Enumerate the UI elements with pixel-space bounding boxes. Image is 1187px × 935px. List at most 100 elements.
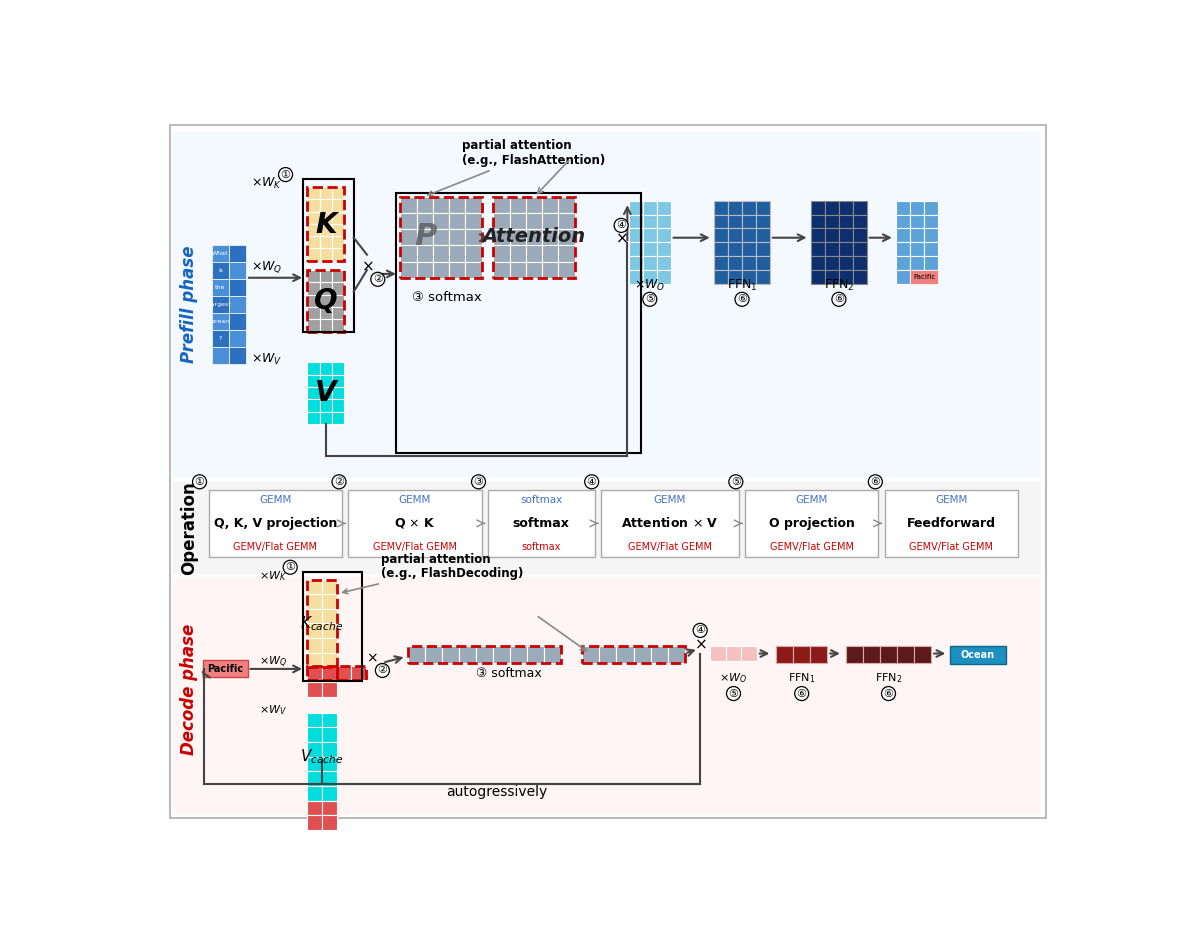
Bar [558,213,575,229]
Bar [307,668,322,682]
Text: ⑥: ⑥ [737,295,747,304]
Bar [728,242,742,256]
Text: Operation: Operation [179,482,198,575]
Bar [212,245,229,263]
Bar [332,199,344,211]
Bar [212,263,229,280]
Text: GEMV/Flat GEMM: GEMV/Flat GEMM [770,542,853,553]
Bar [417,262,433,278]
Bar [728,215,742,228]
Bar [322,800,337,815]
Bar [319,375,332,387]
Text: V: V [315,380,337,408]
Bar [307,187,344,261]
Bar [229,296,246,313]
Bar [400,197,482,278]
Bar [307,211,319,223]
Bar [742,228,756,242]
Bar [173,132,1041,478]
Bar [629,228,643,242]
Bar [756,242,770,256]
Bar [212,347,229,364]
Text: FFN$_1$: FFN$_1$ [788,671,815,685]
Bar [307,712,322,727]
Bar [173,577,1041,815]
Bar [583,646,685,663]
Bar [322,727,337,742]
Bar [542,197,558,213]
Bar [322,712,337,727]
Bar [332,282,344,295]
Bar [910,270,938,284]
Text: autogressively: autogressively [446,785,547,799]
Bar [825,270,839,284]
Bar [307,609,322,624]
Text: Attention: Attention [482,227,585,247]
Bar [465,262,482,278]
Bar [509,229,526,245]
Bar [925,242,938,256]
Bar [542,213,558,229]
Bar [896,270,910,284]
Bar [558,229,575,245]
Text: GEMM: GEMM [935,496,967,505]
Text: ②: ② [334,477,344,487]
Text: $\times$: $\times$ [694,636,706,651]
Bar [599,646,616,663]
Bar [417,245,433,262]
Bar [509,245,526,262]
Bar [825,256,839,270]
Bar [307,270,344,332]
Bar [332,211,344,223]
Bar [910,270,925,284]
Text: Pacific: Pacific [207,664,243,674]
Bar [307,682,322,697]
Bar [811,215,825,228]
Text: $\times W_O$: $\times W_O$ [719,671,748,685]
Bar [476,646,494,663]
Bar [400,262,417,278]
Bar [322,580,337,595]
Bar [307,666,322,681]
Bar [449,197,465,213]
Bar [203,660,248,677]
Bar [212,280,229,296]
Text: is: is [218,268,223,273]
Bar [307,815,322,830]
Bar [526,213,542,229]
Bar [322,624,337,638]
Text: Attention $\times$ V: Attention $\times$ V [621,516,718,530]
Text: P: P [414,223,437,252]
Bar [322,609,337,624]
Text: ③ softmax: ③ softmax [476,667,541,680]
Bar [319,307,332,320]
Bar [629,201,643,215]
Bar [629,270,643,284]
Text: softmax: softmax [521,542,561,553]
Bar [307,727,322,742]
Bar [526,245,542,262]
Bar [322,815,337,830]
Bar [417,197,433,213]
Bar [433,245,449,262]
Bar [465,229,482,245]
Bar [542,229,558,245]
Bar [825,201,839,215]
Bar [332,399,344,411]
Bar [332,363,344,375]
Bar [825,215,839,228]
Bar [650,646,667,663]
Bar [408,646,425,663]
Bar [839,228,852,242]
Text: Q: Q [315,287,337,315]
Text: largest: largest [210,302,231,308]
Bar [433,213,449,229]
Bar [910,256,925,270]
Text: ⑥: ⑥ [883,688,894,698]
Bar [742,215,756,228]
Bar [319,411,332,424]
Bar [545,646,561,663]
Bar [319,295,332,307]
Bar [400,245,417,262]
Bar [811,646,827,663]
